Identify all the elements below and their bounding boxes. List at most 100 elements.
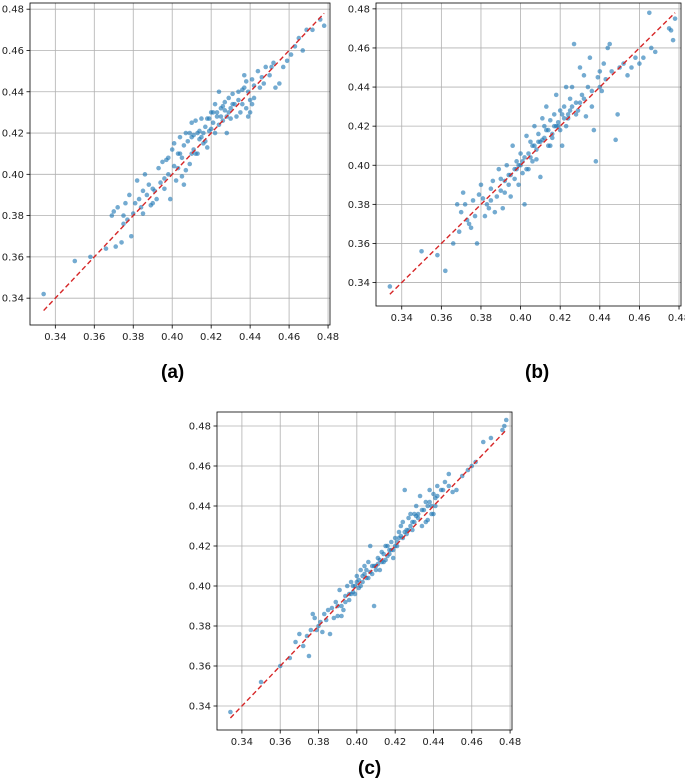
data-point-a bbox=[199, 134, 204, 140]
data-point-c bbox=[308, 627, 314, 633]
data-point-c bbox=[362, 563, 367, 569]
data-point-c bbox=[406, 515, 411, 521]
data-point-c bbox=[454, 487, 459, 493]
panel-label-c: (c) bbox=[358, 758, 382, 779]
y-tick-label-b: 0.40 bbox=[348, 161, 370, 172]
data-point-a bbox=[127, 192, 132, 198]
data-point-a bbox=[162, 186, 167, 192]
data-point-b bbox=[532, 143, 537, 149]
data-point-b bbox=[488, 186, 494, 192]
data-point-c bbox=[392, 535, 398, 541]
y-tick-label-a: 0.44 bbox=[2, 87, 24, 98]
data-point-c bbox=[385, 543, 390, 549]
data-point-b bbox=[573, 112, 579, 117]
data-point-b bbox=[536, 139, 541, 145]
data-point-b bbox=[599, 88, 605, 94]
data-point-c bbox=[434, 483, 440, 489]
data-point-b bbox=[542, 135, 547, 141]
data-point-b bbox=[549, 135, 555, 141]
data-point-b bbox=[526, 151, 531, 156]
data-point-b bbox=[516, 182, 521, 188]
data-point-a bbox=[142, 172, 148, 177]
data-point-b bbox=[454, 202, 460, 207]
data-point-a bbox=[249, 101, 255, 107]
data-point-a bbox=[300, 48, 306, 53]
data-point-c bbox=[429, 511, 434, 517]
data-point-a bbox=[236, 97, 241, 103]
x-tick-label-c: 0.38 bbox=[307, 737, 329, 748]
data-point-b bbox=[490, 178, 496, 184]
data-point-b bbox=[587, 55, 593, 61]
data-point-c bbox=[228, 709, 233, 715]
data-point-c bbox=[446, 483, 452, 489]
data-point-c bbox=[366, 575, 371, 581]
data-point-c bbox=[419, 507, 425, 513]
y-tick-label-c: 0.34 bbox=[189, 702, 211, 713]
data-point-a bbox=[201, 130, 206, 136]
data-point-a bbox=[234, 114, 239, 119]
data-point-b bbox=[581, 73, 587, 78]
data-point-c bbox=[321, 611, 327, 617]
y-tick-label-a: 0.42 bbox=[2, 129, 24, 140]
data-point-a bbox=[214, 110, 220, 115]
data-point-b bbox=[591, 127, 597, 133]
data-point-b bbox=[670, 37, 676, 43]
data-point-c bbox=[398, 533, 404, 539]
x-tick-label-b: 0.44 bbox=[589, 313, 611, 324]
data-point-c bbox=[480, 439, 486, 445]
y-tick-label-c: 0.44 bbox=[189, 502, 211, 513]
data-point-a bbox=[224, 130, 230, 136]
y-tick-label-a: 0.40 bbox=[2, 170, 24, 181]
x-tick-label-a: 0.42 bbox=[200, 332, 222, 343]
data-point-a bbox=[269, 64, 274, 70]
data-point-c bbox=[408, 523, 413, 529]
data-point-a bbox=[228, 105, 233, 111]
data-point-b bbox=[647, 10, 652, 16]
data-point-a bbox=[146, 182, 152, 187]
y-tick-label-b: 0.38 bbox=[348, 200, 370, 211]
reference-line-a bbox=[43, 12, 325, 312]
data-point-c bbox=[343, 599, 348, 605]
data-point-b bbox=[589, 104, 595, 109]
data-point-c bbox=[433, 503, 438, 509]
data-point-b bbox=[472, 213, 478, 219]
data-point-a bbox=[214, 114, 220, 119]
data-point-a bbox=[115, 205, 120, 210]
data-point-b bbox=[514, 159, 519, 164]
data-point-b bbox=[615, 112, 620, 117]
data-point-a bbox=[121, 221, 126, 227]
data-point-c bbox=[398, 523, 404, 529]
data-point-c bbox=[339, 613, 344, 619]
data-point-b bbox=[510, 143, 515, 149]
data-point-b bbox=[496, 166, 502, 172]
data-point-a bbox=[193, 151, 198, 156]
data-point-a bbox=[179, 155, 185, 161]
data-point-b bbox=[605, 45, 611, 51]
data-point-b bbox=[540, 116, 545, 121]
x-tick-label-a: 0.40 bbox=[161, 332, 183, 343]
data-point-c bbox=[371, 603, 377, 609]
data-point-b bbox=[589, 88, 595, 94]
x-tick-label-c: 0.34 bbox=[231, 737, 253, 748]
data-point-a bbox=[109, 213, 115, 218]
x-tick-label-a: 0.36 bbox=[83, 332, 105, 343]
data-point-b bbox=[672, 16, 678, 21]
data-point-c bbox=[297, 631, 302, 637]
data-point-b bbox=[569, 84, 575, 90]
data-point-c bbox=[500, 427, 505, 433]
data-point-a bbox=[277, 81, 282, 86]
data-point-a bbox=[220, 103, 226, 109]
scatter-chart-a: 0.34 0.36 0.38 0.40 0.42 0.44 0.46 0.48 0.34 0.36… bbox=[2, 2, 339, 343]
data-point-b bbox=[498, 176, 504, 182]
x-tick-label-c: 0.46 bbox=[461, 737, 483, 748]
data-point-c bbox=[396, 529, 402, 535]
data-point-c bbox=[329, 605, 335, 611]
data-point-a bbox=[171, 163, 177, 169]
data-point-a bbox=[169, 147, 175, 152]
data-point-b bbox=[637, 61, 642, 66]
data-point-a bbox=[226, 95, 232, 101]
data-point-b bbox=[561, 116, 567, 121]
y-tick-label-b: 0.48 bbox=[348, 4, 370, 15]
data-point-c bbox=[367, 543, 373, 549]
data-point-b bbox=[593, 159, 599, 164]
